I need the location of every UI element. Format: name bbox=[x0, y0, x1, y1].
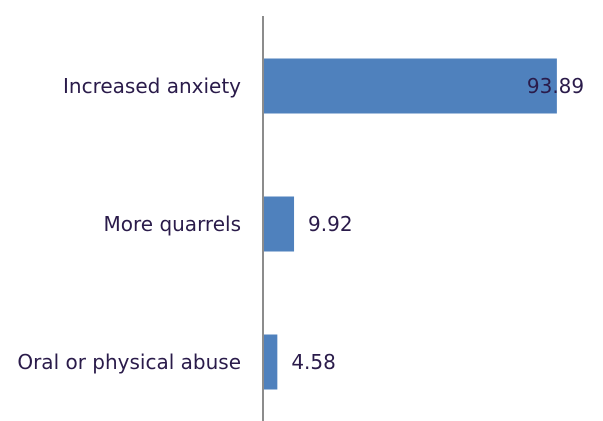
value-label-oral-or-physical-abuse: 4.58 bbox=[291, 350, 336, 374]
bars-layer bbox=[263, 58, 557, 390]
bar-oral-or-physical-abuse bbox=[263, 334, 278, 390]
bar-increased-anxiety bbox=[263, 58, 557, 114]
category-label-increased-anxiety: Increased anxiety bbox=[63, 74, 241, 98]
bar-more-quarrels bbox=[263, 196, 295, 252]
value-label-increased-anxiety: 93.89 bbox=[527, 74, 584, 98]
labels-layer: Increased anxiety 93.89 More quarrels 9.92 O… bbox=[17, 74, 584, 374]
category-label-more-quarrels: More quarrels bbox=[104, 212, 242, 236]
value-label-more-quarrels: 9.92 bbox=[308, 212, 353, 236]
category-label-oral-or-physical-abuse: Oral or physical abuse bbox=[17, 350, 241, 374]
